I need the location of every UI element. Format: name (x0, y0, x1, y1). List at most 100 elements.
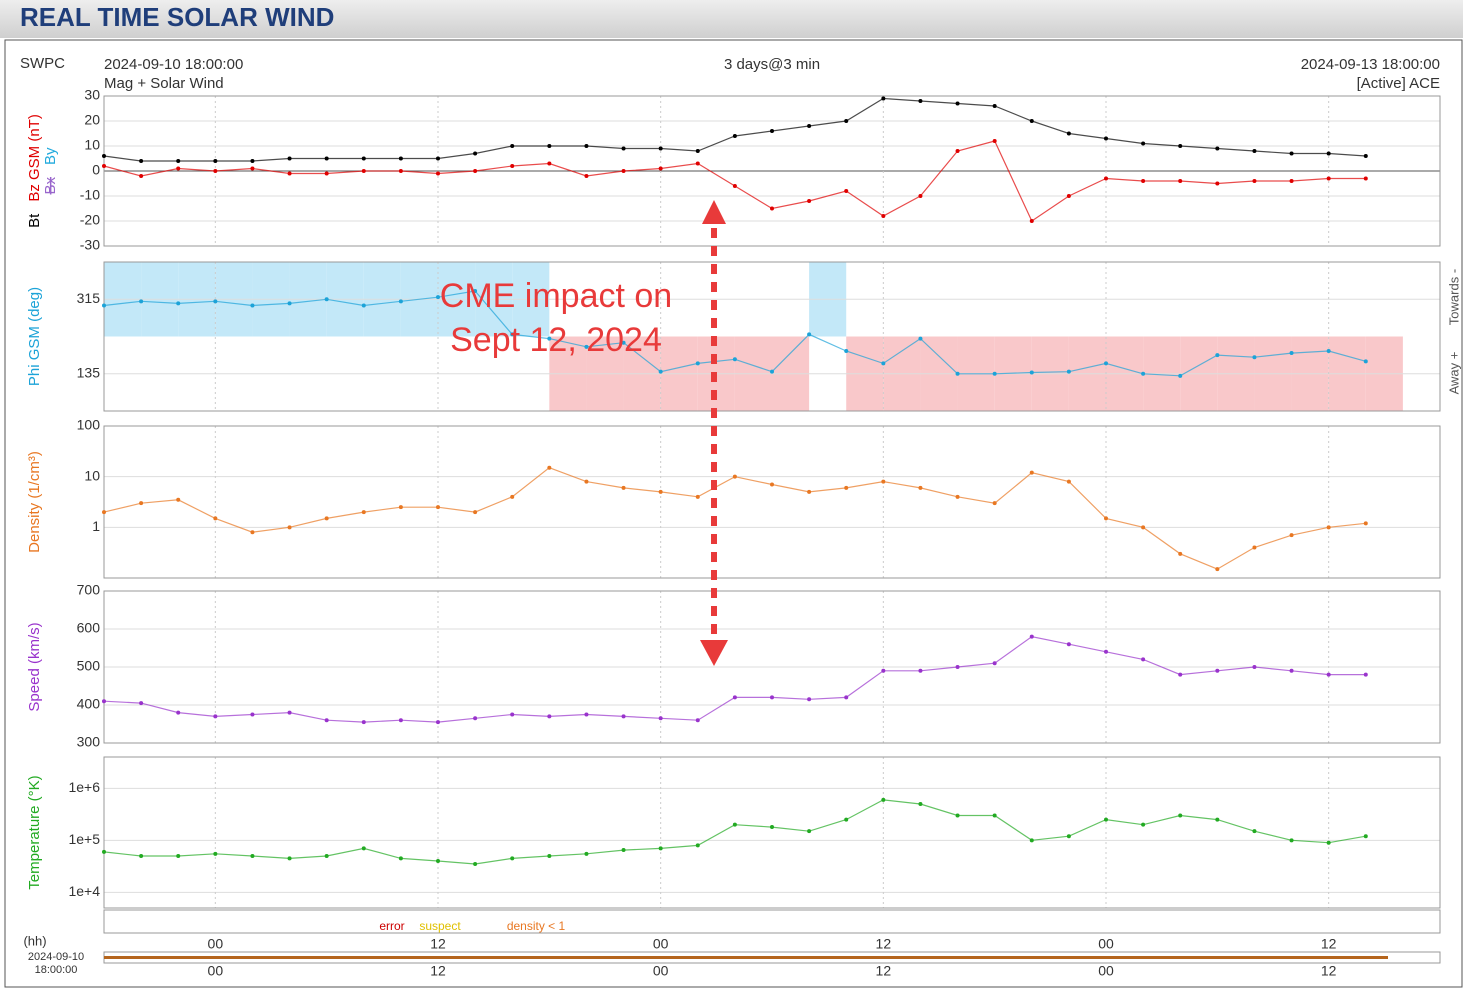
span: 3 days@3 min (724, 56, 820, 73)
flag-frame (103, 909, 1441, 934)
x-tick-label: 00 (208, 936, 224, 952)
y-tick-label: 1e+5 (68, 831, 100, 847)
data-point (324, 516, 329, 521)
data-point (1363, 154, 1368, 158)
data-point (1215, 146, 1220, 151)
arrow-head (700, 640, 728, 666)
x-tick-label: 12 (1321, 963, 1337, 979)
data-point (139, 701, 144, 706)
data-point (213, 851, 218, 856)
data-point (1215, 353, 1220, 358)
data-point (1178, 144, 1183, 148)
sector-label: Away + (1446, 352, 1461, 395)
y-tick-label: 10 (84, 137, 100, 153)
time-unit: (hh) (23, 933, 46, 948)
data-point (695, 361, 700, 366)
y-tick-label: 20 (84, 112, 100, 128)
data-point (139, 299, 144, 304)
data-point (1141, 822, 1146, 827)
data-point (844, 119, 849, 123)
y-tick-label: 30 (84, 87, 100, 103)
data-point (398, 856, 403, 861)
data-point (1104, 649, 1108, 654)
data-point (695, 149, 700, 153)
series-line (103, 799, 1366, 865)
data-point (584, 174, 589, 178)
data-point (510, 164, 515, 168)
data-point (287, 856, 292, 861)
panel-frame (103, 425, 1441, 579)
data-point (436, 505, 440, 510)
data-point (992, 139, 997, 143)
data-point (1066, 642, 1071, 647)
panel-frame (103, 756, 1441, 909)
data-point (1178, 813, 1183, 818)
y-tick-label: 10 (84, 467, 100, 483)
data-point (807, 697, 812, 702)
data-point (918, 336, 923, 341)
data-point (1289, 668, 1294, 673)
data-point (398, 718, 403, 723)
data-point (547, 161, 552, 166)
header-bar (0, 0, 1463, 38)
y-axis-label-part: By (42, 147, 59, 165)
end-time: 2024-09-13 18:00:00 (1301, 56, 1440, 73)
data-point (287, 301, 292, 306)
data-point (584, 851, 589, 856)
data-point (398, 156, 403, 161)
data-point (398, 169, 403, 173)
flag-legend: density < 1 (507, 919, 566, 933)
data-point (1066, 131, 1071, 136)
y-tick-label: 300 (77, 734, 101, 750)
y-axis-label: Density (1/cm³) (26, 451, 43, 553)
data-point (918, 485, 923, 490)
data-point (287, 171, 292, 176)
data-point (139, 159, 144, 163)
data-point (584, 344, 589, 349)
data-point (1029, 634, 1034, 639)
data-point (1104, 176, 1108, 181)
data-point (881, 361, 886, 366)
data-point (732, 357, 737, 362)
status: [Active] ACE (1357, 75, 1440, 92)
data-point (250, 159, 255, 163)
data-point (102, 303, 106, 308)
data-point (992, 501, 997, 506)
y-axis-label: Temperature (°K) (26, 775, 43, 889)
data-point (1029, 470, 1034, 475)
data-point (732, 695, 737, 700)
data-point (770, 206, 774, 211)
data-point (881, 96, 886, 101)
data-point (844, 348, 849, 353)
data-point (1178, 373, 1183, 378)
series-line (103, 467, 1366, 570)
frame (4, 39, 1463, 988)
data-point (1066, 369, 1071, 374)
data-point (1252, 545, 1257, 550)
data-point (1289, 351, 1294, 356)
data-point (1029, 838, 1034, 843)
data-point (1252, 149, 1257, 153)
data-point (807, 332, 812, 337)
data-point (213, 169, 218, 173)
origin-date: 2024-09-10 (28, 951, 84, 963)
data-point (547, 714, 552, 719)
x-tick-label: 00 (1098, 963, 1114, 979)
data-point (436, 295, 440, 300)
y-tick-label: 700 (77, 582, 101, 598)
data-point (361, 720, 366, 725)
data-point (1326, 840, 1331, 845)
data-point (213, 299, 218, 304)
data-point (102, 164, 106, 168)
data-point (547, 853, 552, 858)
data-point (695, 843, 700, 848)
data-point (844, 485, 849, 490)
flag-legend: error (379, 919, 404, 933)
data-point (918, 99, 923, 103)
flag-legend: suspect (419, 919, 461, 933)
data-point (955, 813, 960, 818)
x-tick-label: 00 (653, 963, 669, 979)
data-point (918, 801, 923, 806)
y-tick-label: 500 (77, 658, 101, 674)
